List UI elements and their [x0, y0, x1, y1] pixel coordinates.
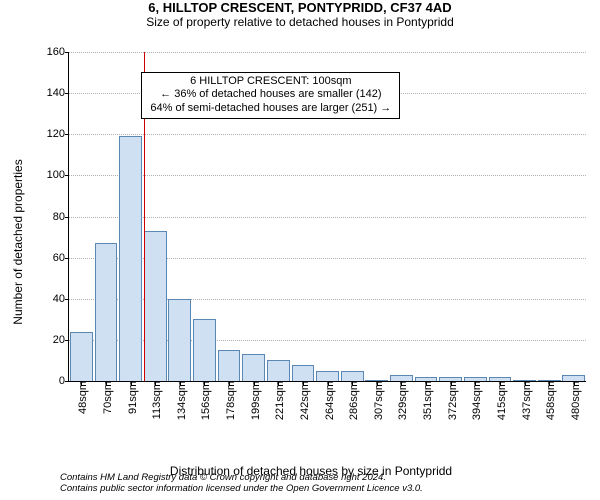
bar-slot: 48sqm — [69, 52, 94, 381]
x-tick-label: 134sqm — [172, 381, 188, 420]
y-tick-label: 0 — [59, 375, 69, 387]
bar — [168, 299, 191, 381]
x-tick-label: 264sqm — [320, 381, 336, 420]
x-tick-label: 199sqm — [246, 381, 262, 420]
bar — [95, 243, 118, 381]
bar-slot: 372sqm — [438, 52, 463, 381]
annotation-line: 6 HILLTOP CRESCENT: 100sqm — [150, 75, 391, 89]
bar — [242, 354, 265, 381]
bar-slot: 351sqm — [414, 52, 439, 381]
bar — [316, 371, 339, 381]
x-tick-label: 415sqm — [492, 381, 508, 420]
y-tick-label: 100 — [47, 169, 69, 181]
bar-slot: 437sqm — [512, 52, 537, 381]
x-tick-label: 329sqm — [393, 381, 409, 420]
x-tick-label: 437sqm — [517, 381, 533, 420]
x-tick-label: 372sqm — [443, 381, 459, 420]
plot-area: 48sqm70sqm91sqm113sqm134sqm156sqm178sqm1… — [68, 52, 586, 382]
bar — [267, 360, 290, 381]
chart-title: 6, HILLTOP CRESCENT, PONTYPRIDD, CF37 4A… — [0, 0, 600, 15]
annotation-line: ← 36% of detached houses are smaller (14… — [150, 88, 391, 102]
bar — [119, 136, 142, 381]
y-tick-label: 40 — [53, 293, 69, 305]
annotation-line: 64% of semi-detached houses are larger (… — [150, 102, 391, 116]
bar-slot: 91sqm — [118, 52, 143, 381]
y-axis-label: Number of detached properties — [11, 159, 25, 324]
x-tick-label: 70sqm — [98, 381, 114, 414]
x-tick-label: 351sqm — [418, 381, 434, 420]
x-tick-label: 48sqm — [73, 381, 89, 414]
x-tick-label: 286sqm — [344, 381, 360, 420]
bar-slot: 70sqm — [94, 52, 119, 381]
x-tick-label: 156sqm — [196, 381, 212, 420]
x-tick-label: 394sqm — [467, 381, 483, 420]
chart-container: Number of detached properties 48sqm70sqm… — [36, 52, 586, 432]
bar-slot: 415sqm — [488, 52, 513, 381]
bar-slot: 394sqm — [463, 52, 488, 381]
x-tick-label: 178sqm — [221, 381, 237, 420]
x-tick-label: 307sqm — [369, 381, 385, 420]
bar-slot: 458sqm — [537, 52, 562, 381]
x-tick-label: 458sqm — [541, 381, 557, 420]
y-tick-label: 20 — [53, 334, 69, 346]
x-tick-label: 113sqm — [147, 381, 163, 419]
footer-attribution: Contains HM Land Registry data © Crown c… — [60, 472, 423, 494]
bar — [341, 371, 364, 381]
bar — [193, 319, 216, 381]
bar — [218, 350, 241, 381]
x-tick-label: 242sqm — [295, 381, 311, 420]
bar — [70, 332, 93, 381]
x-tick-label: 91sqm — [123, 381, 139, 414]
y-tick-label: 80 — [53, 211, 69, 223]
y-tick-label: 140 — [47, 87, 69, 99]
x-tick-label: 480sqm — [566, 381, 582, 420]
bar-slot: 480sqm — [562, 52, 587, 381]
y-tick-label: 120 — [47, 128, 69, 140]
footer-line-2: Contains public sector information licen… — [60, 483, 423, 494]
bar — [292, 365, 315, 381]
bar — [144, 231, 167, 381]
annotation-box: 6 HILLTOP CRESCENT: 100sqm← 36% of detac… — [141, 72, 400, 119]
footer-line-1: Contains HM Land Registry data © Crown c… — [60, 472, 423, 483]
x-tick-label: 221sqm — [270, 381, 286, 420]
chart-subtitle: Size of property relative to detached ho… — [0, 15, 600, 29]
y-tick-label: 60 — [53, 252, 69, 264]
y-tick-label: 160 — [47, 46, 69, 58]
